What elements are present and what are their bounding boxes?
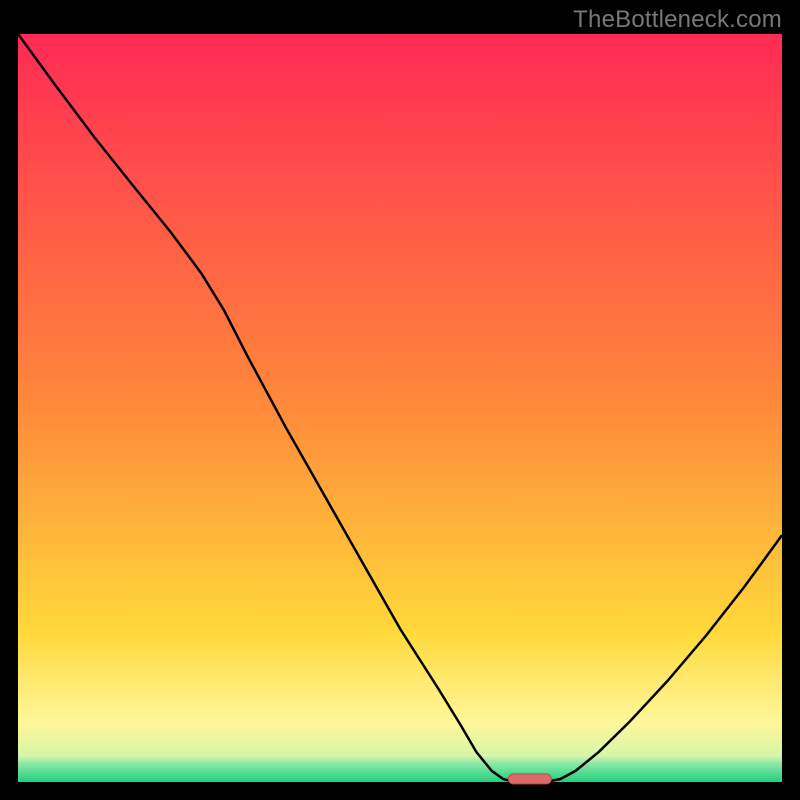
plot-area: TheBottleneck.com (18, 34, 782, 782)
optimal-marker (508, 773, 552, 784)
chart-container: TheBottleneck.com (0, 0, 800, 800)
curve-path (18, 34, 782, 782)
bottleneck-curve (18, 34, 782, 782)
watermark-label: TheBottleneck.com (573, 6, 782, 34)
